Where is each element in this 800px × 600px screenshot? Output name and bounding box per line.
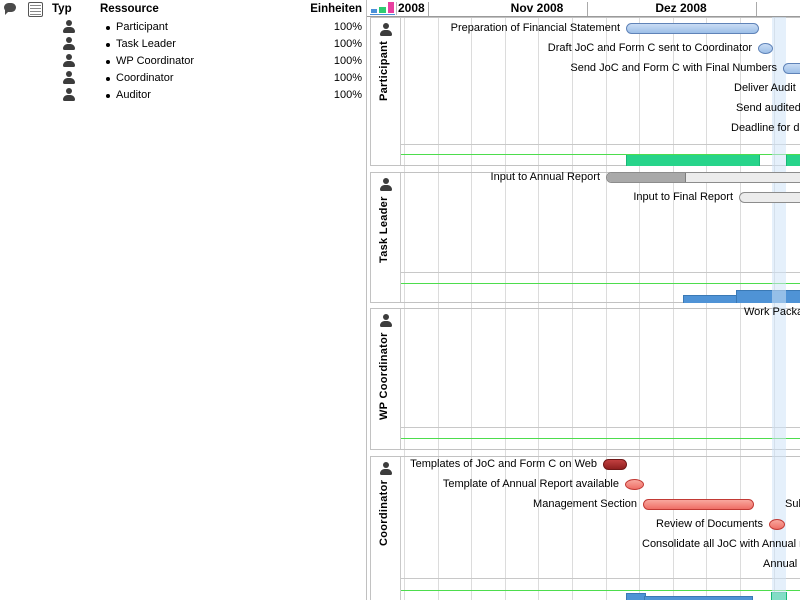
resource-name: Task Leader — [116, 38, 176, 50]
person-icon — [62, 37, 76, 50]
month-label: Dez 2008 — [655, 1, 707, 15]
person-icon — [62, 20, 76, 33]
task-label: Annual R — [763, 558, 800, 570]
table-row[interactable]: Participant 100% — [0, 18, 366, 35]
month-label: 2008 — [398, 1, 425, 15]
task-label: Work Packa — [744, 306, 800, 318]
lane-person-icon — [379, 462, 393, 475]
month-tick — [428, 2, 429, 16]
bullet-icon — [106, 43, 110, 47]
lane-person-icon — [379, 314, 393, 327]
notes-column-icon[interactable] — [28, 2, 43, 17]
utilization-baseline — [401, 154, 800, 155]
usage-block-blue — [626, 593, 646, 600]
month-tick — [756, 2, 757, 16]
table-row[interactable]: Auditor 100% — [0, 86, 366, 103]
person-icon — [62, 71, 76, 84]
resource-units: 100% — [333, 55, 362, 67]
task-bar[interactable] — [783, 63, 800, 74]
lane-box — [370, 308, 800, 450]
task-label: Template of Annual Report available — [442, 478, 619, 490]
task-bar[interactable] — [739, 192, 800, 203]
usage-block-blue — [644, 596, 753, 600]
task-label: Send JoC and Form C with Final Numbers — [570, 62, 777, 74]
task-label: Management Section — [533, 498, 637, 510]
month-tick — [587, 2, 588, 16]
today-band — [772, 16, 786, 600]
lane-box — [370, 456, 800, 600]
task-label: Sub — [785, 498, 800, 510]
task-label: Templates of JoC and Form C on Web — [410, 458, 597, 470]
resource-table: Typ Ressource Einheiten Participant 100% T… — [0, 0, 366, 600]
task-bar-progress — [607, 173, 686, 182]
resource-name: WP Coordinator — [116, 55, 195, 67]
milestone-marker[interactable] — [625, 479, 644, 490]
task-bar[interactable] — [603, 459, 627, 470]
usage-block-green — [786, 154, 800, 166]
task-label: Send audited — [736, 102, 800, 114]
histogram-top-line — [401, 272, 800, 273]
utilization-view-icon[interactable] — [370, 2, 395, 15]
task-label: Preparation of Financial Statement — [450, 22, 620, 34]
usage-block-green — [626, 154, 760, 166]
task-bar[interactable] — [643, 499, 754, 510]
resource-units: 100% — [333, 21, 362, 33]
resource-name: Auditor — [116, 89, 151, 101]
milestone-marker[interactable] — [769, 519, 785, 530]
lane-box — [370, 17, 800, 166]
task-label: Input to Annual Report — [490, 171, 600, 183]
utilization-chart: 2008 Nov 2008 Dez 2008 Participant Preparat… — [366, 0, 800, 600]
bullet-icon — [106, 77, 110, 81]
month-label: Nov 2008 — [510, 1, 564, 15]
lane-labelcol-divider — [400, 309, 401, 449]
task-bar[interactable] — [626, 23, 759, 34]
resource-name: Participant — [116, 21, 168, 33]
lane-labelcol-divider — [400, 173, 401, 302]
milestone-marker[interactable] — [758, 43, 773, 54]
lane-label: Participant — [378, 41, 390, 102]
utilization-baseline — [401, 283, 800, 284]
table-row[interactable]: WP Coordinator 100% — [0, 52, 366, 69]
utilization-baseline — [401, 438, 800, 439]
utilization-baseline — [401, 590, 800, 591]
timeline-header: 2008 Nov 2008 Dez 2008 — [367, 0, 800, 17]
comment-column-icon[interactable] — [4, 3, 16, 15]
task-label: Review of Documents — [656, 518, 763, 530]
lane-label: Coordinator — [378, 480, 390, 547]
histogram-top-line — [401, 144, 800, 145]
bullet-icon — [106, 94, 110, 98]
bullet-icon — [106, 60, 110, 64]
task-label: Consolidate all JoC with Annual r — [642, 538, 800, 550]
histogram-top-line — [401, 578, 800, 579]
header-divider — [396, 2, 397, 15]
person-icon — [62, 88, 76, 101]
histogram-top-line — [401, 427, 800, 428]
task-label: Deliver Audit — [734, 82, 796, 94]
lane-labelcol-divider — [400, 457, 401, 600]
column-header-einheiten[interactable]: Einheiten — [310, 3, 362, 15]
table-row[interactable]: Coordinator 100% — [0, 69, 366, 86]
lane-person-icon — [379, 23, 393, 36]
resource-units: 100% — [333, 72, 362, 84]
usage-block-blue — [736, 290, 800, 303]
resource-units: 100% — [333, 89, 362, 101]
resource-units: 100% — [333, 38, 362, 50]
resource-name: Coordinator — [116, 72, 174, 84]
bullet-icon — [106, 26, 110, 30]
lane-label: WP Coordinator — [378, 332, 390, 420]
task-bar[interactable] — [606, 172, 800, 183]
column-header-ressource[interactable]: Ressource — [100, 3, 159, 15]
lane-box — [370, 172, 800, 303]
lane-labelcol-divider — [400, 18, 401, 165]
task-label: Draft JoC and Form C sent to Coordinator — [547, 42, 752, 54]
task-label: Input to Final Report — [633, 191, 733, 203]
column-header-typ[interactable]: Typ — [52, 3, 72, 15]
usage-block-blue — [683, 295, 738, 303]
task-label: Deadline for do — [731, 122, 800, 134]
table-row[interactable]: Task Leader 100% — [0, 35, 366, 52]
lane-person-icon — [379, 178, 393, 191]
person-icon — [62, 54, 76, 67]
lane-label: Task Leader — [378, 196, 390, 263]
